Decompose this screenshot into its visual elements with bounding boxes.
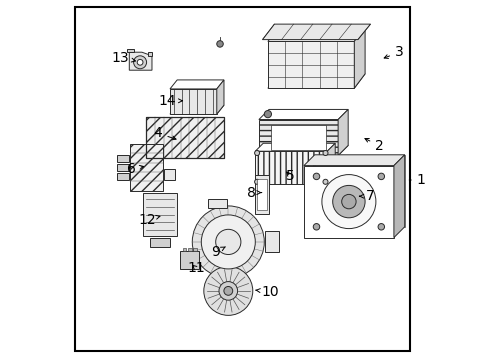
Text: 2: 2 (364, 139, 383, 153)
Circle shape (341, 194, 355, 209)
Circle shape (201, 215, 255, 269)
Bar (146, 117, 224, 158)
Circle shape (203, 266, 252, 315)
Circle shape (137, 59, 142, 65)
Bar (207, 198, 227, 207)
Circle shape (377, 173, 384, 180)
Polygon shape (255, 143, 335, 151)
Circle shape (254, 179, 259, 184)
Polygon shape (258, 145, 347, 156)
Bar (147, 52, 152, 56)
Bar (127, 49, 133, 52)
Polygon shape (262, 24, 370, 40)
Bar (146, 117, 224, 158)
Polygon shape (326, 143, 335, 184)
Bar (149, 238, 170, 247)
Circle shape (219, 282, 237, 300)
Polygon shape (303, 155, 404, 166)
Bar (193, 248, 197, 251)
Text: 1: 1 (408, 173, 425, 187)
Circle shape (313, 173, 319, 180)
Polygon shape (314, 155, 404, 227)
Bar (142, 193, 177, 236)
Circle shape (254, 150, 259, 156)
Circle shape (313, 224, 319, 230)
Polygon shape (354, 27, 365, 88)
Bar (117, 164, 129, 171)
Circle shape (133, 56, 146, 69)
Polygon shape (255, 151, 326, 184)
Polygon shape (267, 27, 365, 41)
Bar (265, 231, 279, 252)
Polygon shape (337, 109, 347, 156)
Circle shape (322, 150, 327, 156)
Bar (117, 155, 129, 162)
Bar (182, 248, 186, 251)
Polygon shape (267, 41, 354, 88)
Bar (187, 248, 191, 251)
Polygon shape (303, 166, 393, 238)
Text: 12: 12 (138, 213, 160, 226)
Polygon shape (170, 80, 224, 89)
Text: 13: 13 (111, 51, 135, 64)
Polygon shape (267, 74, 365, 88)
Bar (254, 175, 268, 214)
Polygon shape (170, 105, 224, 114)
Text: 11: 11 (186, 261, 204, 275)
Bar (256, 179, 266, 210)
Polygon shape (129, 52, 152, 70)
Circle shape (224, 287, 232, 295)
Polygon shape (393, 155, 404, 238)
Circle shape (377, 224, 384, 230)
Bar (270, 125, 325, 150)
Polygon shape (216, 80, 224, 114)
Circle shape (192, 206, 264, 278)
Text: 8: 8 (247, 186, 261, 199)
Text: 6: 6 (126, 162, 143, 176)
Bar (130, 144, 163, 191)
Text: 5: 5 (285, 170, 294, 183)
Circle shape (322, 179, 327, 184)
Text: 4: 4 (153, 126, 176, 140)
Circle shape (264, 111, 271, 118)
Text: 9: 9 (211, 245, 225, 259)
Text: 10: 10 (255, 285, 279, 298)
Circle shape (321, 175, 375, 229)
Circle shape (215, 229, 241, 255)
Bar (117, 173, 129, 180)
Text: 14: 14 (158, 94, 182, 108)
Circle shape (332, 185, 365, 218)
Polygon shape (258, 120, 337, 156)
Circle shape (216, 41, 223, 47)
Text: 3: 3 (384, 45, 403, 59)
Bar (180, 251, 199, 269)
Polygon shape (258, 109, 347, 120)
Bar (163, 169, 174, 180)
Polygon shape (170, 89, 216, 114)
Polygon shape (255, 176, 335, 184)
Text: 7: 7 (359, 189, 373, 203)
